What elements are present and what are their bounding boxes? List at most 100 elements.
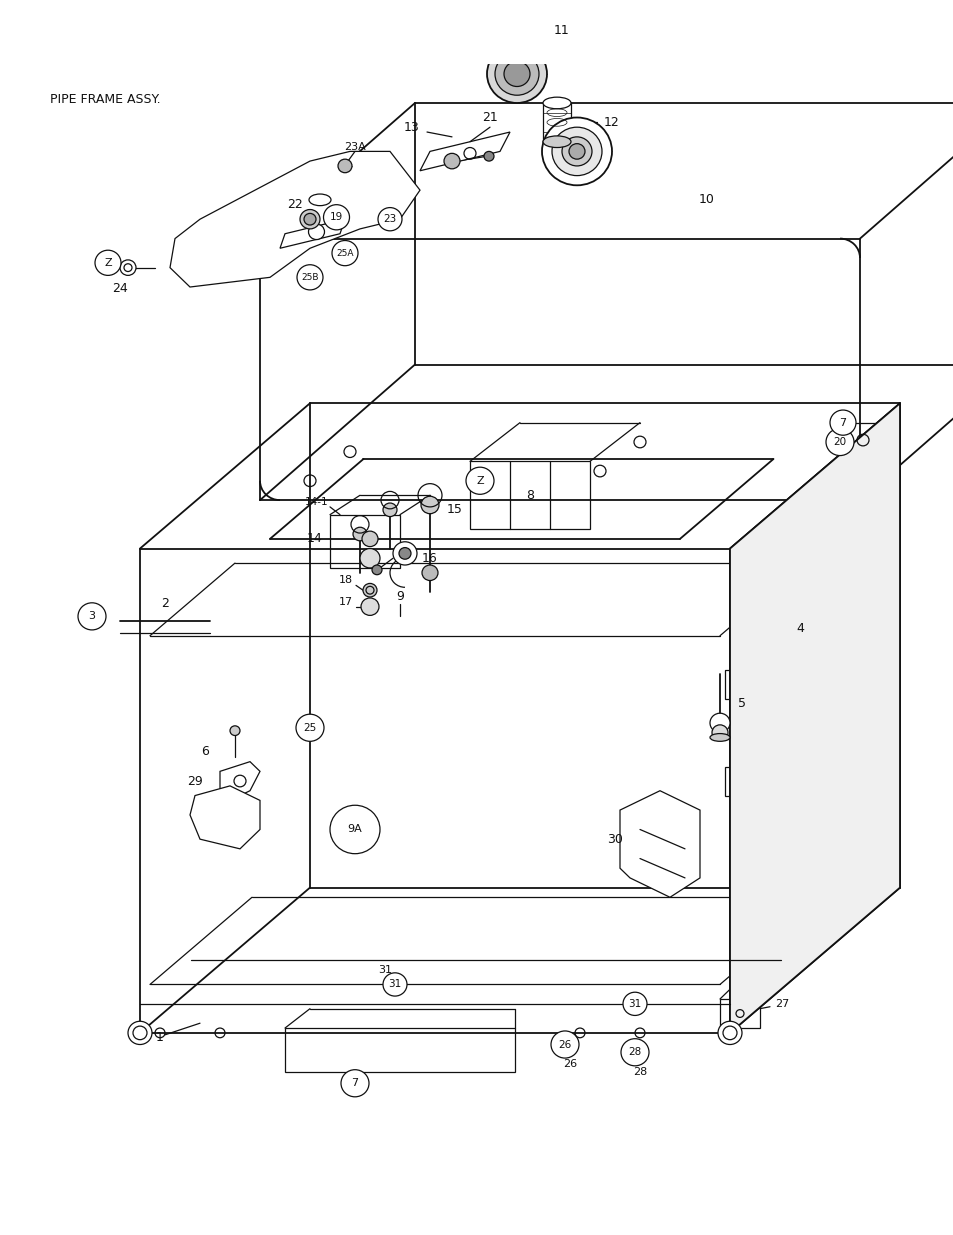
Text: 16: 16	[421, 552, 437, 564]
Text: 30: 30	[606, 832, 622, 846]
Circle shape	[363, 583, 376, 597]
Circle shape	[296, 264, 323, 290]
Circle shape	[620, 1039, 648, 1066]
Bar	[330, 515, 399, 568]
Circle shape	[398, 547, 411, 559]
Circle shape	[486, 44, 546, 103]
Circle shape	[340, 1070, 369, 1097]
Text: 26: 26	[562, 1058, 577, 1068]
Text: 10: 10	[699, 194, 714, 206]
Circle shape	[420, 496, 438, 514]
Bar	[840, 422, 884, 457]
Circle shape	[421, 566, 437, 580]
Text: 23: 23	[383, 214, 396, 225]
Circle shape	[551, 1031, 578, 1058]
Circle shape	[709, 714, 729, 732]
Text: 28: 28	[632, 1067, 646, 1077]
Circle shape	[372, 566, 381, 574]
Text: 8: 8	[525, 489, 534, 501]
Text: 31: 31	[388, 979, 401, 989]
Circle shape	[718, 1021, 741, 1045]
Bar	[285, 1028, 515, 1072]
Polygon shape	[170, 152, 419, 287]
Circle shape	[541, 117, 612, 185]
Text: Z: Z	[476, 475, 483, 485]
Circle shape	[622, 992, 646, 1015]
Circle shape	[377, 207, 401, 231]
Circle shape	[825, 429, 853, 456]
Text: 19: 19	[330, 212, 343, 222]
Text: 13: 13	[404, 121, 419, 133]
Text: Z: Z	[104, 258, 112, 268]
Text: 29: 29	[187, 774, 203, 788]
Text: 14: 14	[306, 532, 322, 546]
Polygon shape	[419, 132, 510, 170]
Text: 14-1: 14-1	[304, 496, 328, 508]
Text: 9A: 9A	[347, 825, 362, 835]
Circle shape	[393, 542, 416, 566]
Text: 22: 22	[287, 198, 302, 211]
Circle shape	[230, 726, 240, 736]
Circle shape	[299, 210, 319, 228]
Bar	[724, 767, 764, 795]
Text: 17: 17	[338, 597, 353, 606]
Text: PAGE 50 — GA-6HE/GA-6HEA A.C. GENERATORS — OPERATION & PARTS MANUAL — REV. #1  (: PAGE 50 — GA-6HE/GA-6HEA A.C. GENERATORS…	[138, 1200, 815, 1213]
Circle shape	[829, 410, 855, 435]
Text: 31: 31	[628, 999, 641, 1009]
Circle shape	[568, 143, 584, 159]
Polygon shape	[190, 785, 260, 848]
Circle shape	[78, 603, 106, 630]
Text: 9: 9	[395, 590, 403, 604]
Text: 25: 25	[303, 722, 316, 732]
Circle shape	[308, 224, 324, 240]
Text: 28: 28	[628, 1047, 641, 1057]
Text: PIPE FRAME ASSY.: PIPE FRAME ASSY.	[50, 94, 160, 106]
Text: 7: 7	[839, 417, 845, 427]
Circle shape	[465, 467, 494, 494]
Circle shape	[332, 241, 357, 266]
Circle shape	[95, 251, 121, 275]
Ellipse shape	[542, 98, 571, 109]
Circle shape	[337, 159, 352, 173]
Circle shape	[360, 598, 378, 615]
Text: 25A: 25A	[335, 248, 354, 258]
Circle shape	[353, 527, 367, 541]
Text: 20: 20	[833, 437, 845, 447]
Ellipse shape	[309, 194, 331, 206]
Text: 11: 11	[554, 23, 569, 37]
Circle shape	[361, 531, 377, 547]
Polygon shape	[619, 790, 700, 898]
Bar	[724, 669, 764, 699]
Text: 26: 26	[558, 1040, 571, 1050]
Text: 24: 24	[112, 283, 128, 295]
Circle shape	[561, 137, 592, 165]
Circle shape	[711, 725, 727, 740]
Circle shape	[295, 714, 324, 741]
Bar	[542, 103, 571, 142]
Text: 25B: 25B	[301, 273, 318, 282]
Bar	[720, 999, 760, 1028]
Text: 1: 1	[156, 1031, 164, 1045]
Text: 5: 5	[738, 697, 745, 710]
Circle shape	[382, 973, 407, 997]
Circle shape	[443, 153, 459, 169]
Circle shape	[382, 503, 396, 516]
Text: 6: 6	[201, 746, 209, 758]
Polygon shape	[220, 762, 260, 800]
Text: 3: 3	[89, 611, 95, 621]
Bar	[840, 548, 874, 573]
Circle shape	[304, 214, 315, 225]
Text: 7: 7	[351, 1078, 358, 1088]
Circle shape	[359, 548, 379, 568]
Circle shape	[552, 127, 601, 175]
Circle shape	[503, 62, 530, 86]
Polygon shape	[729, 404, 899, 1032]
Text: 15: 15	[447, 504, 462, 516]
Text: 12: 12	[603, 116, 619, 128]
Circle shape	[483, 152, 494, 161]
Text: 27: 27	[774, 999, 788, 1009]
Bar	[470, 462, 589, 529]
Circle shape	[330, 805, 379, 853]
Text: GA-6HE/GA-6HEA — PIPE FRAME ASSY.: GA-6HE/GA-6HEA — PIPE FRAME ASSY.	[245, 22, 708, 42]
Ellipse shape	[542, 136, 571, 147]
